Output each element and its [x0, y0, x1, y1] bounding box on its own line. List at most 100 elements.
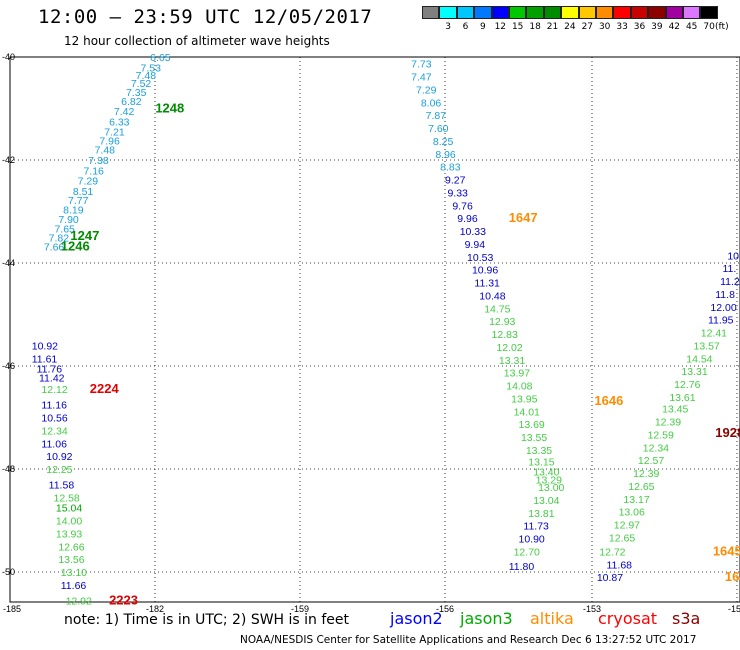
wave-height-value: 11.58 — [49, 479, 75, 491]
colorbar-swatch — [665, 6, 683, 19]
colorbar-swatch — [526, 6, 544, 19]
wave-height-value: 13.40 — [533, 467, 559, 479]
wave-height-value: 13.57 — [694, 340, 720, 352]
latitude-tick-label: -48 — [2, 464, 15, 474]
wave-height-value: 11.73 — [523, 521, 549, 533]
wave-height-value: 12.97 — [614, 520, 640, 532]
longitude-tick-label: -153 — [583, 604, 601, 614]
wave-height-value: 13.55 — [521, 432, 547, 444]
wave-height-value: 7.42 — [114, 106, 135, 118]
wave-height-value: 7.29 — [78, 176, 99, 188]
wave-height-value: 10.33 — [460, 226, 486, 238]
wave-height-value: 8.83 — [440, 162, 461, 174]
wave-height-value: 9.76 — [452, 200, 473, 212]
wave-height-value: 7.29 — [416, 84, 437, 96]
wave-height-value: 11.68 — [607, 559, 633, 571]
colorbar-swatch — [683, 6, 701, 19]
wave-height-value: 13.61 — [669, 392, 695, 404]
wave-height-value: 11.61 — [32, 353, 58, 365]
wave-height-value: 12.59 — [648, 429, 674, 441]
longitude-tick-label: -185 — [3, 604, 21, 614]
colorbar-swatch — [474, 6, 492, 19]
wave-height-value: 7.52 — [131, 78, 152, 90]
wave-height-value: 13.93 — [56, 528, 82, 540]
satellite-legend-s3a: s3a — [672, 609, 701, 628]
longitude-tick-label: -159 — [291, 604, 309, 614]
wave-height-value: 9.33 — [447, 187, 468, 199]
colorbar-label: 6 — [462, 22, 469, 32]
wave-height-value: 11.06 — [41, 438, 67, 450]
wave-height-value: 6.65 — [150, 52, 171, 64]
wave-height-value: 12.66 — [58, 541, 84, 553]
wave-height-value: 12.02 — [496, 342, 522, 354]
wave-height-value: 12.57 — [638, 455, 664, 467]
wave-height-value: 14.54 — [686, 353, 712, 365]
colorbar-label: 12 — [494, 22, 507, 32]
wave-height-value: 13.29 — [536, 474, 562, 486]
map-title: 12:00 – 23:59 UTC 12/05/2017 — [38, 6, 373, 28]
wave-height-value: 11.31 — [474, 278, 500, 290]
colorbar-label: 3 — [445, 22, 451, 32]
wave-height-value: 10.56 — [41, 413, 67, 425]
wave-height-value: 13.15 — [528, 456, 554, 468]
wave-height-value: 12.39 — [633, 468, 659, 480]
wave-height-value: 13.31 — [499, 355, 525, 367]
wave-height-value: 7.87 — [426, 110, 447, 122]
longitude-tick-label: -156 — [436, 604, 454, 614]
wave-height-value: 7.96 — [99, 135, 120, 147]
satellite-legend-cryosat: cryosat — [598, 609, 658, 628]
wave-height-value: 12.72 — [599, 546, 625, 558]
latitude-tick-label: -42 — [2, 155, 15, 165]
wave-height-value: 12.58 — [54, 492, 80, 504]
pass-time-label: 1645 — [713, 543, 740, 558]
wave-height-value: 15.04 — [56, 503, 82, 515]
wave-height-value: 14.01 — [514, 406, 540, 418]
wave-height-value: 12.41 — [701, 328, 727, 340]
colorbar-swatch — [439, 6, 457, 19]
wave-height-value: 12.93 — [489, 316, 515, 328]
colorbar-swatch — [509, 6, 527, 19]
satellite-legend-jason2: jason2 — [390, 609, 443, 628]
wave-height-value: 12.12 — [41, 384, 67, 396]
observation-labels: 6.657.537.487.527.356.827.426.337.217.96… — [32, 52, 740, 607]
satellite-legend-altika: altika — [530, 609, 574, 628]
wave-height-value: 13.10 — [61, 567, 87, 579]
pass-time-label: 2224 — [90, 381, 120, 396]
wave-height-value: 7.53 — [141, 62, 162, 74]
wave-height-value: 11.80 — [509, 561, 535, 573]
wave-height-value: 10.53 — [467, 252, 493, 264]
wave-height-value: 7.65 — [54, 223, 75, 235]
wave-height-value: 6.82 — [121, 96, 142, 108]
wave-height-value: 10.48 — [479, 290, 505, 302]
wave-height-value: 9.96 — [457, 213, 478, 225]
wave-height-value: 12.25 — [46, 464, 72, 476]
latitude-tick-label: -40 — [2, 52, 15, 62]
wave-height-value: 12.34 — [41, 425, 67, 437]
wave-height-value: 10.87 — [597, 572, 623, 584]
wave-height-value: 7.35 — [126, 87, 147, 99]
wave-height-value: 11.8 — [715, 289, 735, 301]
pass-time-label: 164 — [725, 569, 740, 584]
colorbar-swatch — [543, 6, 562, 19]
wave-height-value: 7.60 — [428, 123, 449, 135]
colorbar-label: 18 — [529, 22, 541, 32]
wave-height-value: 10.90 — [519, 534, 545, 546]
pass-time-label: 1647 — [509, 210, 538, 225]
wave-height-value: 11.95 — [708, 315, 734, 327]
wave-height-value: 9.94 — [465, 239, 486, 251]
wave-height-value: 7.73 — [411, 59, 432, 71]
wave-height-value: 14.00 — [56, 516, 82, 528]
colorbar-label: 9 — [480, 22, 486, 32]
latitude-tick-label: -50 — [2, 567, 15, 577]
wave-height-value: 13.69 — [519, 419, 545, 431]
colorbar-label: 15 — [511, 22, 524, 32]
wave-height-value: 10.92 — [46, 451, 72, 463]
wave-height-value: 11.66 — [61, 580, 87, 592]
wave-height-value: 10.96 — [472, 265, 498, 277]
colorbar-label: 30 — [598, 22, 611, 32]
wave-height-value: 7.82 — [49, 232, 70, 244]
wave-height-value: 6.33 — [109, 116, 130, 128]
wave-height-value: 10. — [727, 250, 740, 262]
wave-height-value: 14.75 — [484, 303, 510, 315]
wave-height-value: 9.27 — [445, 175, 466, 187]
